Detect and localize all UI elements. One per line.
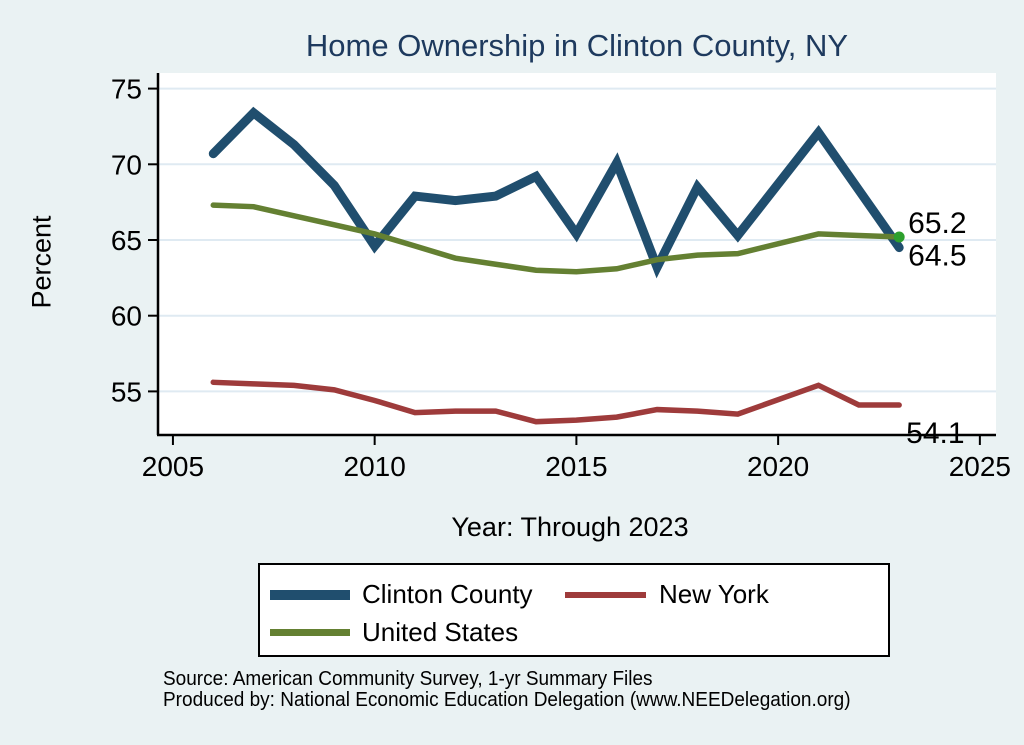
legend-label-clinton-county: Clinton County [362,579,533,609]
series-line-clinton-county [208,106,904,279]
legend-swatch-new-york [565,592,646,598]
x-tick-label: 2015 [545,451,607,482]
end-value-label-54.1: 54.1 [906,417,964,450]
source-line-2: Produced by: National Economic Education… [163,689,851,711]
y-tick-label: 65 [111,225,142,256]
legend-swatch-clinton-county [270,590,350,600]
y-tick-label: 70 [111,149,142,180]
y-tick-label: 55 [111,376,142,407]
x-tick-label: 2025 [949,451,1011,482]
end-value-label-64.5: 64.5 [908,240,966,273]
source-note: Source: American Community Survey, 1-yr … [163,669,851,711]
legend-swatch-united-states [270,629,350,636]
plot-area [158,73,996,435]
x-tick-label: 2010 [344,451,406,482]
series-line-united-states [210,202,902,275]
x-tick-label: 2005 [142,451,204,482]
series-line-new-york [210,379,902,425]
series-end-marker-united-states [893,231,905,243]
y-axis-title: Percent [26,215,57,309]
y-tick-label: 60 [111,301,142,332]
end-value-label-65.2: 65.2 [908,207,966,240]
chart-title: Home Ownership in Clinton County, NY [305,28,849,63]
source-line-1: Source: American Community Survey, 1-yr … [163,668,653,690]
legend-box: Clinton County New York United States [258,563,890,657]
legend-label-united-states: United States [362,617,519,647]
y-tick-label: 75 [111,74,142,105]
x-axis-title: Year: Through 2023 [451,512,689,542]
legend-label-new-york: New York [659,579,769,609]
x-tick-label: 2020 [747,451,809,482]
